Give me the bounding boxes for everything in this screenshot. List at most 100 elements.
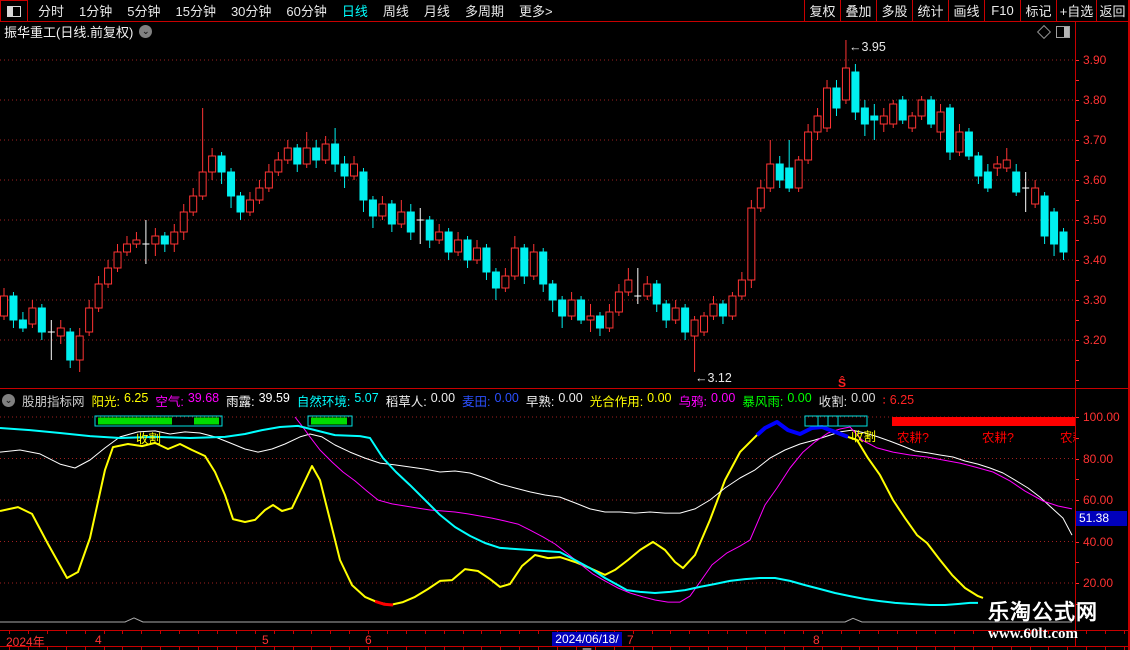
indicator-header: ⌄ 股朋指标网 阳光: 6.25 空气: 39.68 雨露: 39.59 自然环境: 5.07 稻… [2,390,1073,410]
date-tick [368,631,369,634]
candlestick-chart[interactable]: ←3.95 ←3.12 Ŝ [0,39,1075,390]
date-tick [916,631,917,634]
date-tick [9,631,10,634]
date-tick [1011,631,1012,634]
indicator-value: 39.59 [258,390,290,405]
date-tick [935,647,936,650]
indicator-label: 收割: [818,394,848,409]
indicator-value: 0.00 [851,390,876,405]
date-tick [425,647,426,650]
indicator-value-9: 乌鸦: 0.00 [679,391,736,410]
period-toolbar: 分时 1分钟 5分钟 15分钟 30分钟 60分钟 日线 周线 月线 多周期 更多> [0,0,804,21]
period-button-0[interactable]: 分时 [38,4,65,19]
indicator-current-value: 51.38 [1076,510,1127,526]
period-button-8[interactable]: 月线 [423,4,450,19]
date-tick [670,631,671,634]
period-button-6[interactable]: 日线 [341,4,368,19]
date-tick [973,647,974,650]
indicator-value-4: 自然环境: 5.07 [297,391,379,410]
date-tick [1030,647,1031,650]
period-button-3[interactable]: 15分钟 [175,4,216,19]
panel-label: 收割 [851,429,876,444]
indicator-value: 6.25 [889,392,915,407]
watermark: 乐淘公式网 www.60lt.com [988,596,1128,643]
date-axis[interactable]: 2024年 4 5 6 7 8 2024/06/18/二 [0,630,1130,650]
panel-layout-icon[interactable] [1056,26,1070,38]
period-button-1[interactable]: 1分钟 [79,4,113,19]
indicator-value-7: 早熟: 0.00 [526,391,583,410]
date-tick [463,647,464,650]
chevron-down-icon[interactable]: ⌄ [139,24,153,38]
date-tick [330,647,331,650]
period-button-10[interactable]: 更多> [518,4,553,19]
action-button-5[interactable]: F10 [984,0,1020,21]
date-tick [727,647,728,650]
signal-box-1 [307,415,353,427]
price-axis-tick [1075,280,1079,281]
indicator-line-自然环境 [0,424,978,606]
watermark-site-name: 乐淘公式网 [988,601,1098,624]
indicator-axis-label: 40.00 [1083,534,1114,549]
date-tick [160,631,161,634]
indicator-label: 光合作用: [589,394,644,409]
indicator-line-雨露 [0,429,1073,536]
date-tick [1086,631,1087,634]
indicator-value-8: 光合作用: 0.00 [590,391,672,410]
date-tick [878,631,879,634]
date-tick [519,631,520,634]
date-tick [519,647,520,650]
date-tick [1105,647,1106,650]
pane-divider[interactable] [0,388,1128,389]
action-button-8[interactable]: 返回 [1096,0,1128,21]
date-tick [708,647,709,650]
period-button-7[interactable]: 周线 [382,4,409,19]
period-button-2[interactable]: 5分钟 [127,4,161,19]
period-button-4[interactable]: 30分钟 [230,4,272,19]
date-tick [1124,631,1125,634]
indicator-axis-label: 60.00 [1083,493,1114,507]
date-tick [708,631,709,634]
date-tick [179,647,180,650]
action-button-6[interactable]: 标记 [1020,0,1056,21]
price-axis-label: 3.40 [1083,253,1107,267]
action-button-4[interactable]: 画线 [948,0,984,21]
annotation-high: ←3.95 [849,40,886,54]
date-tick [803,631,804,634]
indicator-label: 雨露: [226,394,255,409]
period-button-9[interactable]: 多周期 [464,4,504,19]
date-tick [822,631,823,634]
indicator-label: ∶ [882,393,886,408]
date-tick [368,647,369,650]
action-button-7[interactable]: +自选 [1056,0,1096,21]
price-axis-label: 3.50 [1083,213,1107,227]
action-button-0[interactable]: 复权 [804,0,840,21]
indicator-value: 0.00 [494,390,519,405]
date-tick [444,647,445,650]
date-tick [160,647,161,650]
indicator-value: 0.00 [558,390,583,405]
date-tick [973,631,974,634]
price-axis-label: 3.20 [1083,333,1107,347]
date-tick [1124,647,1125,650]
price-axis-tick [1075,380,1079,381]
date-highlight[interactable]: 2024/06/18/二 [552,632,622,650]
date-tick [1011,647,1012,650]
indicator-chevron-icon[interactable]: ⌄ [2,393,15,407]
date-tick [992,647,993,650]
date-tick [122,647,123,650]
indicator-label: 股朋指标网 [22,394,85,409]
axis-line [1075,22,1076,647]
date-tick [406,631,407,634]
date-tick [255,647,256,650]
action-button-1[interactable]: 叠加 [840,0,876,21]
date-tick [652,631,653,634]
indicator-panel[interactable]: 收割 收割 农耕? 农耕? 农耕? [0,412,1092,630]
period-button-5[interactable]: 60分钟 [286,4,327,19]
indicator-value-3: 雨露: 39.59 [226,391,290,410]
indicator-value-2: 空气: 39.68 [155,391,219,410]
action-button-3[interactable]: 统计 [912,0,948,21]
indicator-value: 0.00 [711,390,736,405]
action-button-2[interactable]: 多股 [876,0,912,21]
date-tick [576,647,577,650]
